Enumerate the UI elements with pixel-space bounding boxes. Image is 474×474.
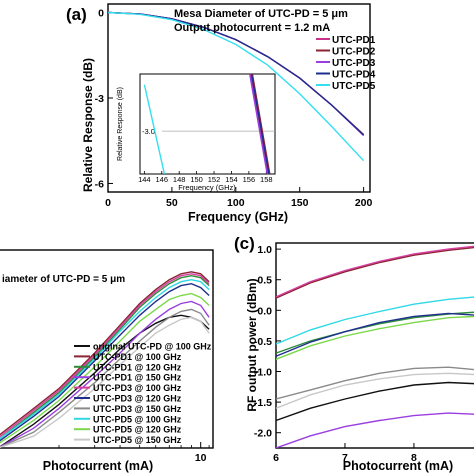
panel-a-ylabel: Relative Response (dB)	[81, 58, 95, 192]
inset-series-line-5	[143, 84, 166, 174]
inset-xtick-label: 148	[173, 175, 186, 184]
panel-b-legend-label: UTC-PD1 @ 100 GHz	[93, 352, 182, 362]
panel-b-series-line-3	[0, 274, 210, 440]
panel-c-series-line-9	[276, 372, 474, 409]
panel-b-legend-label: UTC-PD5 @ 150 GHz	[93, 435, 182, 445]
panel-a-xtick-label: 100	[227, 197, 245, 209]
panel-c-ticks: 6 7 8 1.0 0.5 0.0 -0.5 -1.0 -1.5 -2.0	[254, 244, 417, 464]
panel-b-series-line-4	[0, 300, 210, 448]
panel-c-xtick-label: 6	[273, 452, 279, 464]
inset-xtick-label: 156	[243, 175, 256, 184]
panel-b-ticks: 10	[58, 442, 210, 464]
panel-c-xtick-label: 7	[342, 452, 348, 464]
panel-c-ytick-label: -1.5	[254, 397, 272, 409]
panel-b-legend-label: UTC-PD5 @ 120 GHz	[93, 425, 182, 435]
panel-b-legend-label: UTC-PD5 @ 100 GHz	[93, 414, 182, 424]
panel-b-series	[0, 271, 210, 448]
inset-series-line-2	[251, 74, 271, 174]
inset-xtick-label: 146	[156, 175, 169, 184]
panel-b-legend-label: UTC-PD3 @ 120 GHz	[93, 394, 182, 404]
panel-a: (a) 0 50 100 150 200 0 -3 -6 Mesa Diameter of U…	[66, 3, 376, 224]
panel-c-series-line-8	[276, 315, 474, 360]
panel-c-ytick-label: -0.5	[254, 336, 272, 348]
panel-b: 10 iameter of UTC-PD = 5 μm original UTC…	[0, 249, 214, 473]
panel-b-series-line-5	[0, 273, 210, 438]
inset-series-line-4	[250, 74, 270, 174]
inset-xtick-label: 150	[190, 175, 203, 184]
panel-c-series-line-3	[276, 412, 474, 448]
panel-c: (c) 6 7 8 1.0 0.5 0.0 -0.5 -1.0 -1.5 -2.0 Photocu…	[234, 234, 474, 473]
panel-b-xlabel: Photocurrent (mA)	[43, 459, 153, 473]
panel-b-legend-label: original UTC-PD @ 100 GHz	[93, 342, 212, 352]
inset-xtick-label: 152	[208, 175, 221, 184]
panel-a-legend-label: UTC-PD2	[332, 47, 376, 58]
panel-a-xtick-label: 50	[166, 197, 178, 209]
inset-ticks: 144 146 148 150 152 154 156 158 -3.0	[138, 127, 275, 184]
panel-a-xlabel: Frequency (GHz)	[188, 210, 288, 224]
panel-a-legend-label: UTC-PD4	[332, 70, 376, 81]
panel-c-ytick-label: -1.0	[254, 367, 272, 379]
panel-b-legend-label: UTC-PD3 @ 150 GHz	[93, 404, 182, 414]
panel-c-label: (c)	[234, 234, 255, 253]
panel-b-legend-label: UTC-PD3 @ 100 GHz	[93, 383, 182, 393]
panel-c-series-line-4	[276, 245, 474, 298]
panel-c-series-line-10	[276, 381, 474, 422]
panel-a-inset: 144 146 148 150 152 154 156 158 -3.0 Frequency (…	[117, 73, 276, 192]
panel-b-legend-label: UTC-PD1 @ 150 GHz	[93, 373, 182, 383]
panel-a-ytick-label: 0	[98, 8, 104, 20]
panel-a-annotation-1: Mesa Diameter of UTC-PD = 5 μm	[174, 8, 348, 20]
inset-xtick-label: 154	[225, 175, 238, 184]
panel-a-legend-label: UTC-PD3	[332, 58, 376, 69]
panel-a-annotation-2: Output photocurrent = 1.2 mA	[174, 22, 330, 34]
inset-ytick-label: -3.0	[142, 127, 155, 136]
panel-c-ylabel: RF output power (dBm)	[245, 278, 259, 411]
panel-b-series-line-8	[0, 278, 210, 440]
inset-xtick-label: 158	[260, 175, 273, 184]
inset-series-line-1	[249, 74, 269, 174]
panel-b-series-line-9	[0, 292, 210, 444]
panel-b-series-line-6	[0, 282, 210, 442]
panel-c-ytick-label: -2.0	[254, 428, 272, 440]
panel-a-ytick-label: -3	[95, 93, 104, 105]
inset-xtick-label: 144	[138, 175, 151, 184]
panel-c-frame	[275, 242, 474, 449]
panel-c-series-line-7	[276, 296, 474, 345]
panel-c-series-line-5	[276, 312, 474, 357]
panel-b-legend-label: UTC-PD1 @ 120 GHz	[93, 362, 182, 372]
panel-a-legend-label: UTC-PD5	[332, 81, 376, 92]
panel-c-ytick-label: 1.0	[257, 244, 272, 256]
panel-b-frame	[0, 249, 214, 449]
panel-a-ytick-label: -6	[95, 178, 104, 190]
panel-c-xtick-label: 8	[411, 452, 417, 464]
panel-a-series-line-5	[108, 11, 365, 162]
inset-series	[143, 74, 271, 174]
panel-a-xtick-label: 150	[291, 197, 309, 209]
panel-c-ytick-label: 0.0	[257, 305, 272, 317]
panel-b-xtick-label: 10	[195, 452, 207, 464]
panel-c-ytick-label: 0.5	[257, 275, 272, 287]
panel-b-series-line-2	[0, 271, 210, 436]
panel-a-xtick-label: 0	[105, 197, 111, 209]
inset-series-line-3	[249, 74, 268, 174]
panel-b-annotation: iameter of UTC-PD = 5 μm	[2, 274, 125, 285]
panel-c-series	[276, 245, 474, 448]
panel-a-xtick-label: 200	[355, 197, 373, 209]
panel-a-series	[108, 11, 365, 162]
inset-ylabel: Relative Response (dB)	[117, 87, 124, 161]
panel-c-series-line-1	[276, 246, 474, 299]
panel-a-label: (a)	[66, 5, 87, 24]
panel-a-legend-label: UTC-PD1	[332, 35, 376, 46]
panel-b-series-line-10	[0, 316, 210, 448]
panel-b-series-line-7	[0, 308, 210, 448]
panel-c-series-line-6	[276, 366, 474, 400]
inset-xlabel: Frequency (GHz)	[178, 183, 236, 192]
panel-c-xlabel: Photocurrent (mA)	[343, 459, 453, 473]
